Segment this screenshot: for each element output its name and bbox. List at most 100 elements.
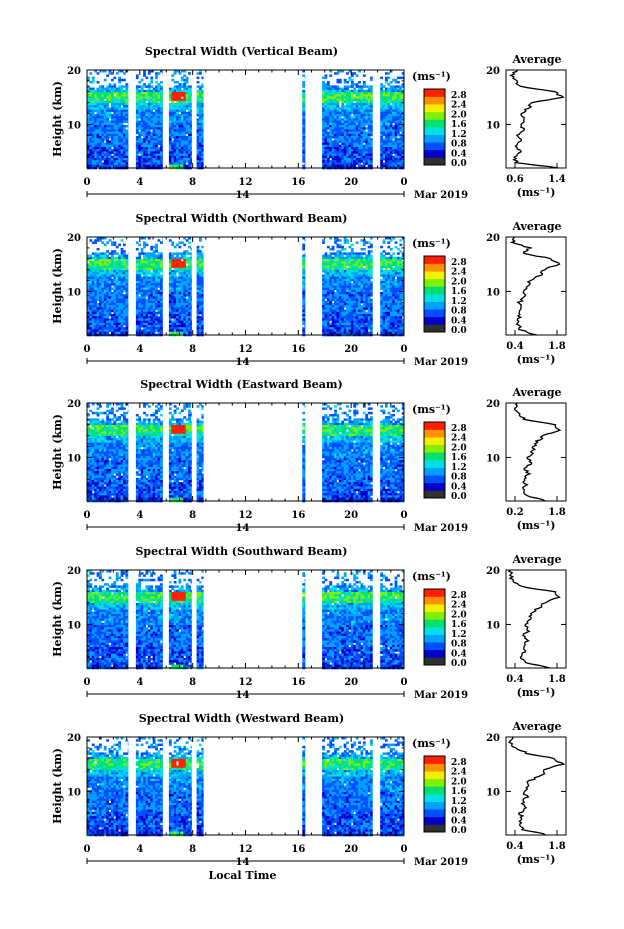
heatmap-cell — [96, 283, 100, 286]
heatmap-cell — [387, 140, 391, 143]
heatmap-cell — [99, 298, 102, 302]
heatmap-cell — [101, 265, 105, 269]
heatmap-cell — [94, 311, 97, 315]
heatmap-cell — [89, 149, 93, 152]
heatmap-cell — [89, 87, 93, 91]
heatmap-cell — [127, 147, 129, 150]
heatmap-cell — [185, 138, 189, 141]
heatmap-cell — [358, 114, 361, 117]
heatmap-cell — [360, 96, 364, 99]
heatmap-cell — [185, 81, 189, 84]
heatmap-cell — [185, 89, 189, 93]
heatmap-cell — [190, 89, 192, 93]
heatmap-cell — [94, 294, 97, 297]
heatmap-cell — [168, 160, 172, 163]
heatmap-cell — [152, 281, 156, 284]
heatmap-cell — [127, 140, 129, 143]
heatmap-cell — [123, 153, 126, 157]
heatmap-cell — [348, 70, 352, 73]
heatmap-cell — [397, 138, 400, 141]
heatmap-cell — [334, 125, 337, 128]
heatmap-cell — [103, 87, 107, 91]
heatmap-cell — [115, 316, 119, 319]
heatmap-cell — [199, 261, 202, 264]
heatmap-cell — [106, 307, 109, 310]
heatmap-cell — [190, 120, 192, 124]
heatmap-cell — [150, 300, 154, 304]
avg-title: Average — [511, 53, 561, 66]
heatmap-cell — [127, 118, 129, 121]
heatmap-cell — [111, 267, 114, 271]
heatmap-cell — [157, 289, 161, 293]
heatmap-cell — [147, 120, 151, 124]
heatmap-cell — [96, 151, 100, 154]
heatmap-cell — [168, 133, 172, 137]
heatmap-cell — [331, 125, 335, 128]
heatmap-cell — [334, 109, 337, 113]
heatmap-cell — [152, 120, 156, 124]
heatmap-cell — [123, 114, 126, 117]
heatmap-cell — [183, 125, 187, 128]
heatmap-cell — [362, 83, 366, 86]
heatmap-cell — [326, 164, 330, 168]
heatmap-cell — [324, 142, 328, 146]
heatmap-cell — [185, 114, 189, 117]
heatmap-cell — [145, 138, 149, 141]
heatmap-cell — [302, 118, 306, 121]
heatmap-cell — [171, 74, 175, 77]
heatmap-cell — [118, 125, 121, 128]
heatmap-cell — [127, 318, 129, 321]
heatmap-cell — [331, 118, 335, 121]
heatmap-cell — [178, 109, 182, 113]
heatmap-cell — [370, 129, 373, 132]
heatmap-cell — [143, 292, 146, 295]
heatmap-cell — [196, 81, 200, 84]
heatmap-cell — [159, 261, 163, 264]
heatmap-cell — [87, 281, 90, 284]
heatmap-cell — [127, 149, 129, 152]
heatmap-cell — [155, 116, 158, 119]
heatmap-cell — [115, 98, 119, 102]
heatmap-cell — [96, 296, 100, 299]
heatmap-cell — [147, 254, 151, 258]
heatmap-cell — [355, 100, 359, 104]
heatmap-cell — [96, 158, 100, 161]
heatmap-cell — [99, 314, 102, 317]
heatmap-cell — [326, 263, 330, 266]
x-tick-label: 16 — [291, 177, 305, 188]
heatmap-cell — [338, 70, 342, 73]
heatmap-cell — [152, 158, 156, 161]
heatmap-cell — [329, 94, 333, 97]
heatmap-cell — [343, 118, 347, 121]
heatmap-cell — [173, 158, 177, 161]
heatmap-cell — [127, 125, 129, 128]
heatmap-cell — [348, 105, 352, 108]
heatmap-cell — [145, 276, 149, 280]
heatmap-cell — [106, 270, 109, 273]
heatmap-cell — [118, 107, 121, 110]
heatmap-cell — [302, 114, 306, 117]
heatmap-cell — [360, 263, 364, 266]
heatmap-cell — [115, 149, 119, 152]
heatmap-cell — [89, 298, 93, 302]
heatmap-cell — [370, 259, 373, 262]
heatmap-cell — [334, 72, 337, 75]
heatmap-cell — [108, 285, 112, 288]
heatmap-cell — [367, 96, 371, 99]
heatmap-cell — [304, 144, 306, 148]
heatmap-cell — [302, 125, 306, 128]
heatmap-cell — [201, 314, 204, 317]
heatmap-cell — [157, 274, 161, 277]
heatmap-cell — [127, 300, 129, 304]
heatmap-cell — [190, 127, 192, 130]
heatmap-cell — [135, 270, 139, 273]
heatmap-cell — [106, 259, 109, 262]
heatmap-cell — [94, 292, 97, 295]
heatmap-cell — [168, 320, 172, 324]
heatmap-cell — [155, 276, 158, 280]
heatmap-cell — [304, 89, 306, 93]
heatmap-cell — [385, 72, 388, 75]
heatmap-cell — [324, 127, 328, 130]
heatmap-cell — [180, 83, 184, 86]
heatmap-cell — [196, 303, 200, 306]
